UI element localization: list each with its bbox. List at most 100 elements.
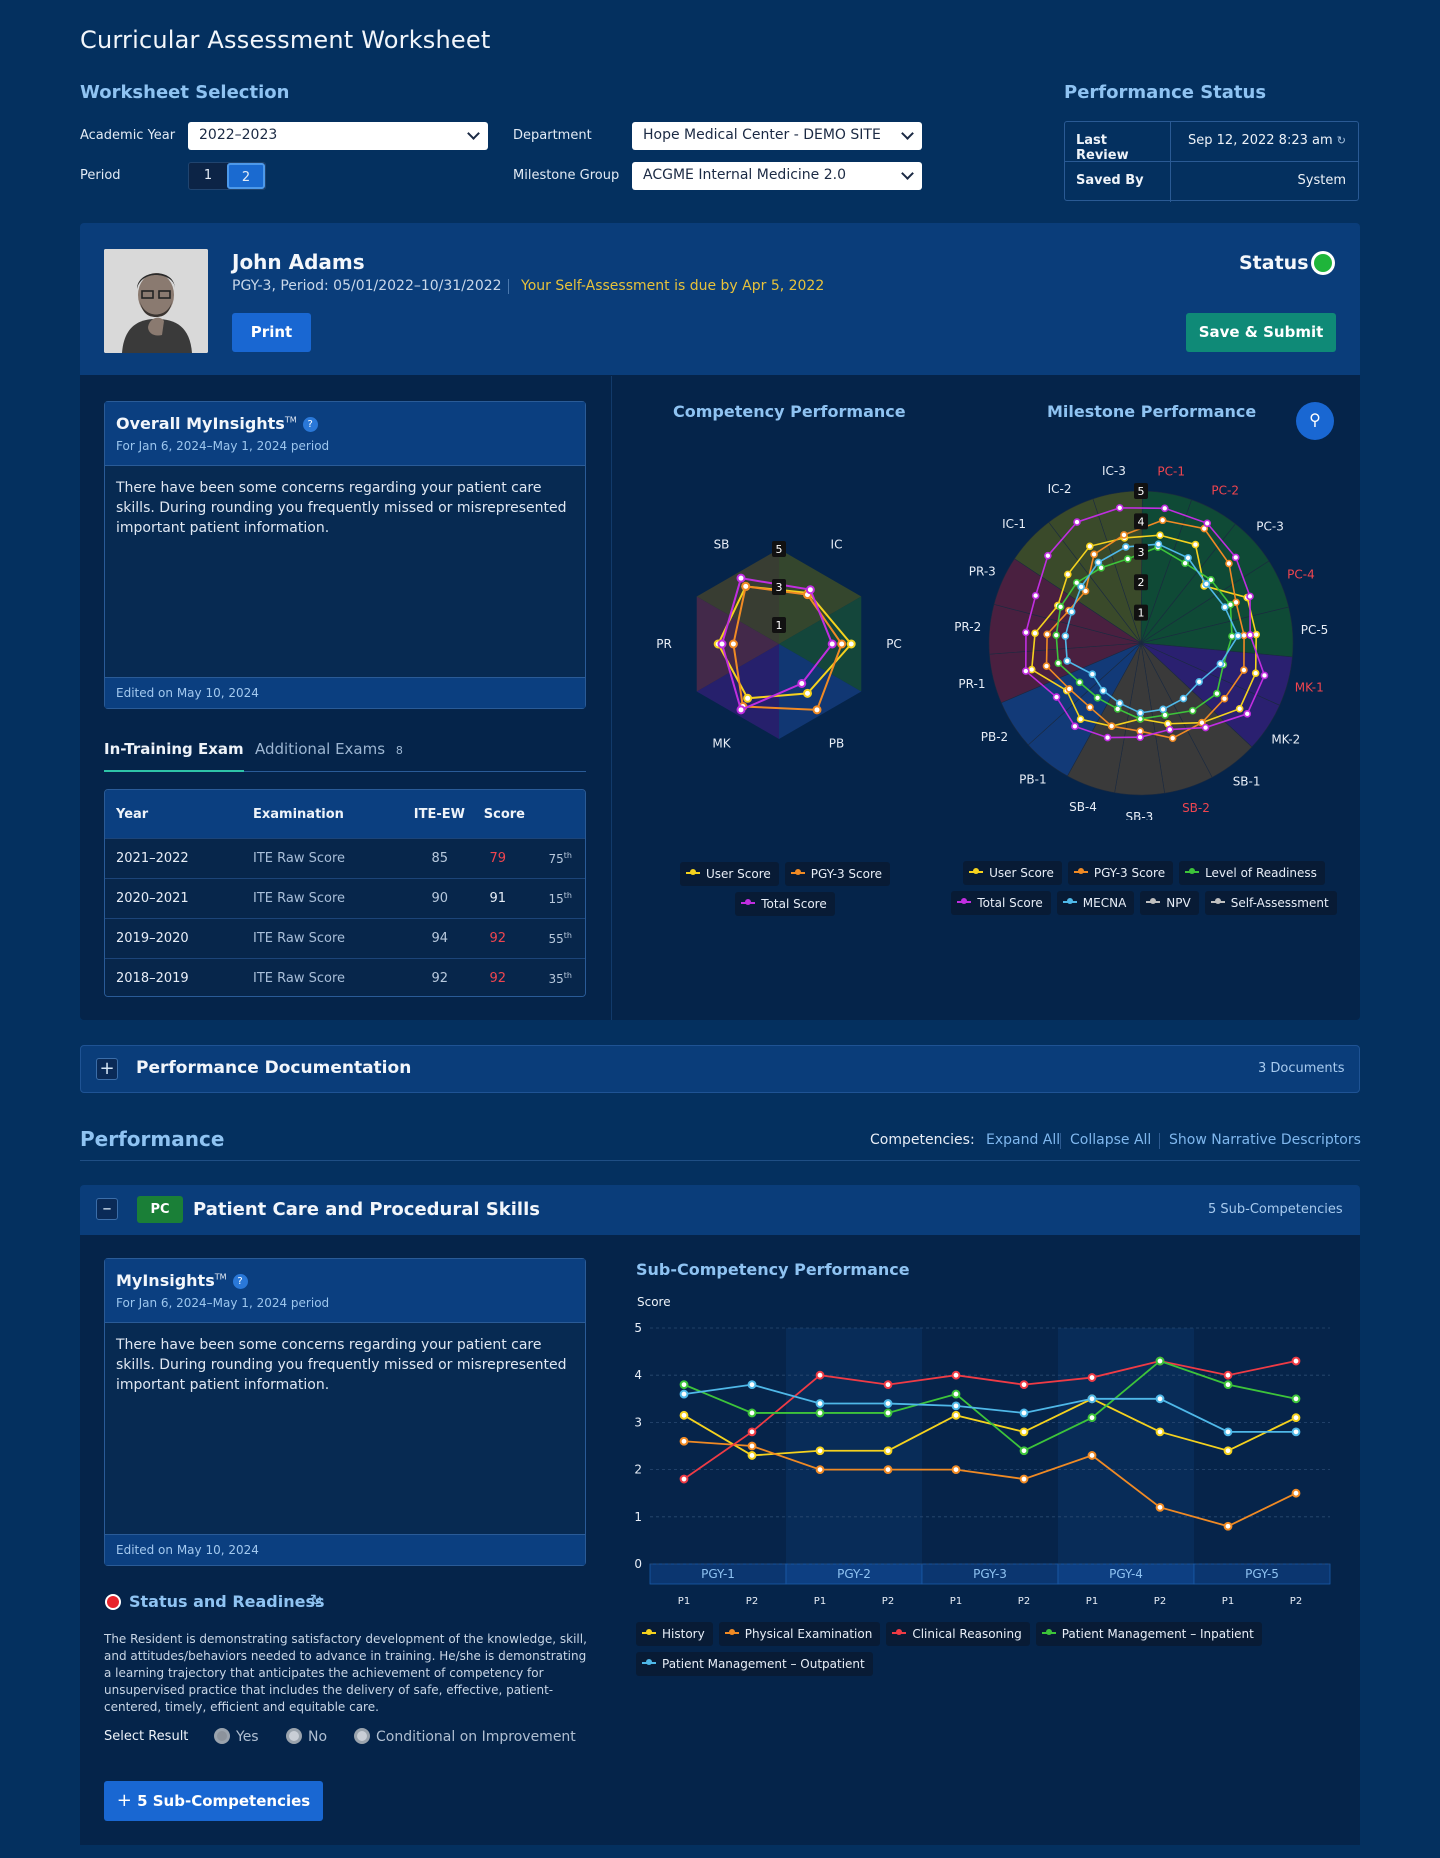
help-icon[interactable]: ? xyxy=(232,1274,248,1289)
radar-point xyxy=(1220,694,1229,703)
radar-point xyxy=(1166,725,1174,734)
legend-label: Self-Assessment xyxy=(1230,896,1329,910)
radar-point xyxy=(1086,703,1094,712)
axis-label: PB-1 xyxy=(1019,772,1046,786)
legend-item[interactable]: Patient Management – Outpatient xyxy=(636,1652,873,1676)
legend-item[interactable]: Patient Management – Inpatient xyxy=(1035,1622,1262,1646)
result-option-conditional[interactable]: Conditional on Improvement xyxy=(354,1728,576,1745)
data-point xyxy=(679,1389,689,1399)
expand-plus-icon[interactable]: + xyxy=(96,1058,118,1080)
legend-item[interactable]: Total Score xyxy=(951,891,1051,915)
data-point xyxy=(883,1465,893,1475)
result-option-no[interactable]: No xyxy=(286,1728,327,1745)
pc-section-header[interactable] xyxy=(80,1185,1360,1235)
collapse-all-link[interactable]: Collapse All xyxy=(1070,1132,1152,1148)
save-submit-button[interactable]: Save & Submit xyxy=(1186,313,1336,352)
axis-label: PC-3 xyxy=(1256,519,1284,533)
radar-sector xyxy=(779,596,862,692)
data-point xyxy=(815,1370,825,1380)
radar-point xyxy=(1052,693,1061,701)
radar-sector xyxy=(779,549,862,644)
radar-point xyxy=(1075,678,1084,687)
option-label: No xyxy=(308,1729,328,1745)
ring-label: 3 xyxy=(776,581,783,594)
legend-label: Total Score xyxy=(977,896,1043,910)
cell-score: 92 xyxy=(489,971,506,986)
radar-point xyxy=(812,705,822,715)
period-toggle: 1 2 xyxy=(188,162,266,190)
data-point xyxy=(747,1408,757,1418)
help-icon[interactable]: ? xyxy=(302,417,318,432)
legend-item[interactable]: Physical Examination xyxy=(718,1622,881,1646)
legend-item[interactable]: Clinical Reasoning xyxy=(886,1622,1030,1646)
radar-point xyxy=(741,581,751,591)
sub-competencies-button[interactable]: + 5 Sub-Competencies xyxy=(104,1781,323,1821)
cell-score: 92 xyxy=(489,931,506,946)
tab-label: In-Training Exam xyxy=(104,740,244,758)
legend-item[interactable]: Total Score xyxy=(735,892,835,916)
period-option-2[interactable]: 2 xyxy=(227,163,265,189)
data-point xyxy=(1087,1373,1097,1382)
radar-point xyxy=(1159,705,1167,714)
legend-label: Patient Management – Inpatient xyxy=(1061,1627,1254,1641)
column-header: Examination xyxy=(253,806,344,822)
axis-label: IC-1 xyxy=(1002,517,1026,531)
collapse-minus-icon[interactable]: – xyxy=(96,1198,118,1220)
performance-documentation-bar[interactable] xyxy=(80,1045,1360,1093)
milestone-group-label: Milestone Group xyxy=(513,168,620,183)
radar-point xyxy=(1031,591,1040,600)
insights-text: There have been some concerns regarding … xyxy=(116,480,567,536)
axis-label: PC-4 xyxy=(1287,568,1315,582)
legend-item[interactable]: NPV xyxy=(1140,891,1199,915)
chevron-down-icon xyxy=(467,127,480,140)
divider xyxy=(611,376,612,1020)
option-label: Yes xyxy=(236,1729,259,1745)
y-tick-label: 1 xyxy=(634,1510,642,1524)
data-point xyxy=(1291,1413,1301,1423)
radar-point xyxy=(1054,659,1063,667)
narrative-descriptors-link[interactable]: Show Narrative Descriptors xyxy=(1169,1132,1361,1148)
legend-item[interactable]: PGY-3 Score xyxy=(1067,861,1174,885)
milestone-group-select[interactable]: ACGME Internal Medicine 2.0 xyxy=(632,162,922,190)
radar-point xyxy=(1243,710,1252,718)
data-point xyxy=(1223,1380,1233,1390)
radar-point xyxy=(1067,608,1076,616)
zoom-icon[interactable]: ⚲ xyxy=(1296,402,1334,440)
result-option-yes[interactable]: Yes xyxy=(214,1728,259,1745)
legend-item[interactable]: Self-Assessment xyxy=(1204,891,1337,915)
chevron-down-icon xyxy=(901,127,914,140)
legend-label: MECNA xyxy=(1082,896,1127,910)
tab-additional-exams[interactable]: Additional Exams 8 xyxy=(255,740,403,758)
data-point xyxy=(951,1465,961,1475)
radar-point xyxy=(1231,553,1240,562)
legend-item[interactable]: PGY-3 Score xyxy=(784,862,890,886)
y-tick-label: 0 xyxy=(634,1557,642,1571)
academic-year-select[interactable]: 2022–2023 xyxy=(188,122,488,150)
legend-item[interactable]: MECNA xyxy=(1056,891,1135,915)
data-point xyxy=(1291,1394,1301,1404)
print-button[interactable]: Print xyxy=(232,313,311,352)
radar-point xyxy=(1160,504,1169,513)
radar-point xyxy=(797,678,807,688)
department-select[interactable]: Hope Medical Center - DEMO SITE xyxy=(632,122,922,150)
group-label: PGY-3 xyxy=(973,1567,1007,1581)
legend-item[interactable]: History xyxy=(636,1622,713,1646)
radar-point xyxy=(1115,699,1124,707)
period-option-1[interactable]: 1 xyxy=(203,168,213,183)
tab-in-training-exam[interactable]: In-Training Exam xyxy=(104,738,244,772)
resident-profile-header xyxy=(80,223,1360,375)
history-icon[interactable]: ↻ xyxy=(1336,134,1346,147)
ring-label-bg xyxy=(1134,483,1148,499)
radar-point xyxy=(1136,709,1145,717)
legend-item[interactable]: User Score xyxy=(679,862,779,886)
page-title: Curricular Assessment Worksheet xyxy=(80,26,491,54)
radar-point xyxy=(1022,628,1030,637)
legend-item[interactable]: User Score xyxy=(963,861,1062,885)
axis-label: PC-2 xyxy=(1211,484,1239,498)
history-icon[interactable]: ↻ xyxy=(310,1591,323,1609)
legend-item[interactable]: Level of Readiness xyxy=(1179,861,1325,885)
x-tick-label: P2 xyxy=(746,1596,758,1607)
expand-all-link[interactable]: Expand All xyxy=(986,1132,1061,1148)
series-line xyxy=(683,1383,1296,1433)
overall-insights-card: Overall MyInsightsTM? For Jan 6, 2024–May… xyxy=(104,401,586,709)
